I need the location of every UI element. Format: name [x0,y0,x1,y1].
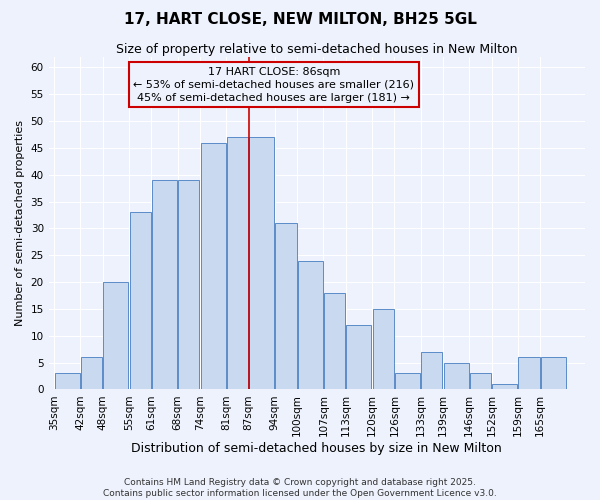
Bar [103,282,128,390]
Bar [421,352,442,390]
Bar [346,325,371,390]
Text: 17 HART CLOSE: 86sqm
← 53% of semi-detached houses are smaller (216)
45% of semi: 17 HART CLOSE: 86sqm ← 53% of semi-detac… [133,66,415,103]
Bar [178,180,199,390]
Bar [324,293,345,390]
Text: Contains HM Land Registry data © Crown copyright and database right 2025.
Contai: Contains HM Land Registry data © Crown c… [103,478,497,498]
Bar [249,137,274,390]
Bar [81,358,103,390]
Bar [130,212,151,390]
Bar [227,137,248,390]
Bar [373,309,394,390]
Bar [275,223,296,390]
Bar [443,362,469,390]
Bar [200,142,226,390]
Bar [152,180,177,390]
Title: Size of property relative to semi-detached houses in New Milton: Size of property relative to semi-detach… [116,42,518,56]
Bar [518,358,539,390]
Bar [492,384,517,390]
Y-axis label: Number of semi-detached properties: Number of semi-detached properties [15,120,25,326]
Bar [395,374,420,390]
Bar [470,374,491,390]
Bar [541,358,566,390]
Text: 17, HART CLOSE, NEW MILTON, BH25 5GL: 17, HART CLOSE, NEW MILTON, BH25 5GL [124,12,476,28]
Bar [55,374,80,390]
Bar [298,260,323,390]
X-axis label: Distribution of semi-detached houses by size in New Milton: Distribution of semi-detached houses by … [131,442,502,455]
